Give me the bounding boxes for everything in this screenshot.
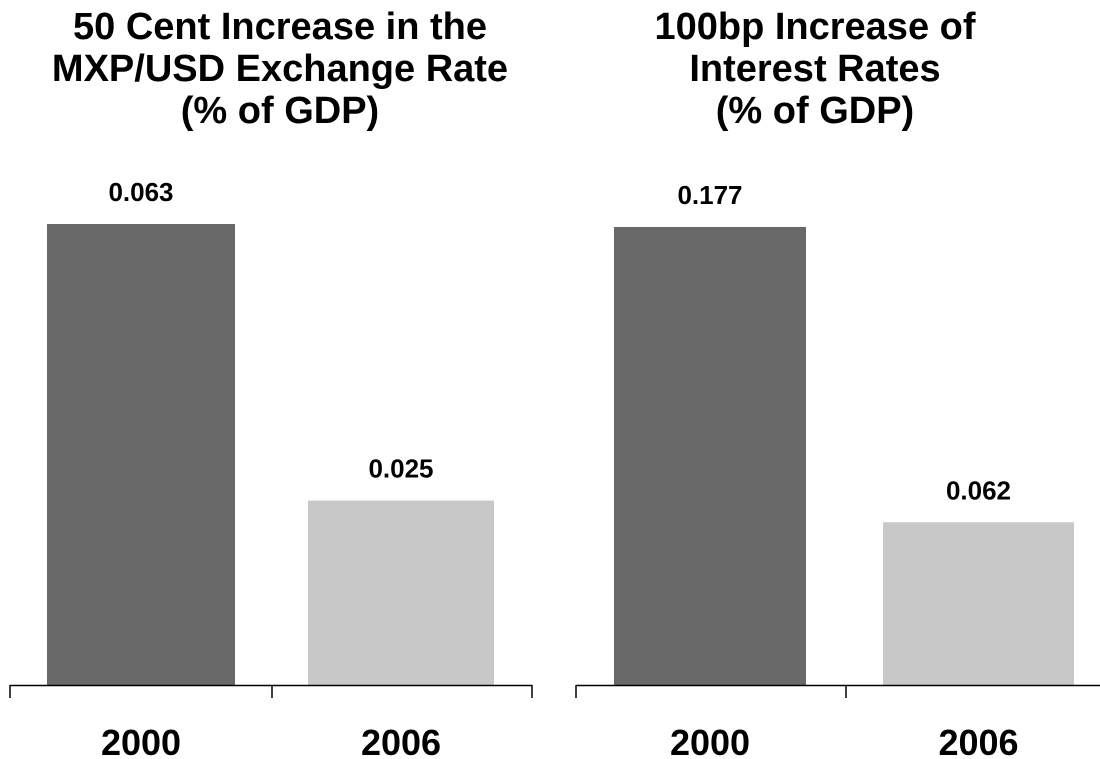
x-tick-label-2006: 2006 (938, 722, 1018, 759)
chart-title-line-1: 50 Cent Increase in the (73, 6, 487, 48)
exchange-rate-chart: 50 Cent Increase in the MXP/USD Exchange… (9, 6, 550, 759)
chart-title-line-3: (% of GDP) (180, 90, 380, 132)
x-tick-label-2000: 2000 (101, 722, 181, 759)
bar-2000 (614, 227, 806, 685)
chart-title: 50 Cent Increase in the MXP/USD Exchange… (10, 6, 550, 132)
chart-title-line-2: MXP/USD Exchange Rate (51, 48, 509, 90)
chart-title-line-1: 100bp Increase of (654, 6, 976, 48)
data-label-2000: 0.063 (108, 177, 173, 207)
exchange-rate-plot: 0.063 2000 0.025 2006 (9, 177, 533, 759)
data-label-2006: 0.062 (946, 475, 1011, 505)
bar-2006 (308, 500, 494, 685)
bar-2006 (883, 522, 1074, 685)
data-label-2006: 0.025 (368, 454, 433, 484)
x-tick-label-2006: 2006 (361, 722, 441, 759)
interest-rate-plot: 0.177 2000 0.062 2006 (575, 180, 1100, 759)
chart-title-line-2: Interest Rates (689, 48, 941, 90)
chart-title-line-3: (% of GDP) (715, 90, 915, 132)
x-tick-label-2000: 2000 (670, 722, 750, 759)
chart-title: 100bp Increase of Interest Rates (% of G… (560, 6, 1070, 132)
interest-rate-chart: 100bp Increase of Interest Rates (% of G… (560, 0, 1100, 759)
data-label-2000: 0.177 (677, 180, 742, 210)
bar-2000 (47, 224, 235, 685)
